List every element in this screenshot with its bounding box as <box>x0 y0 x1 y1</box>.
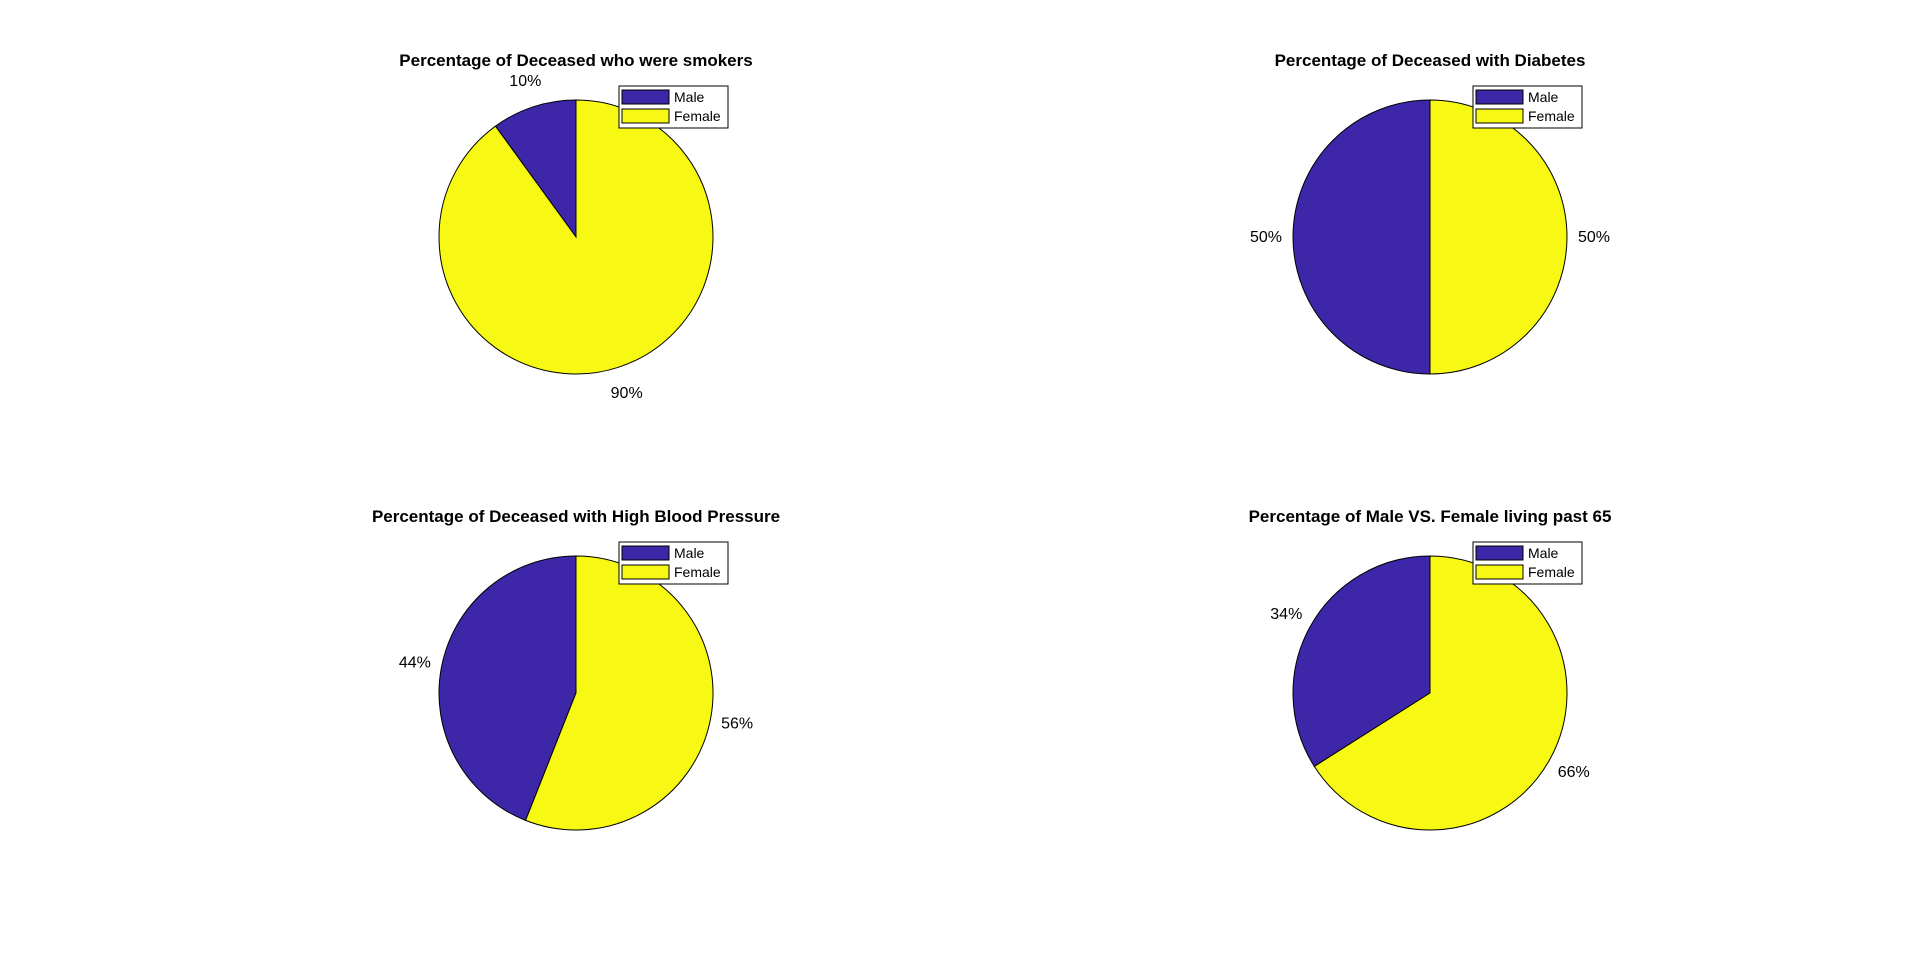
pie-chart-4: Percentage of Male VS. Female living pas… <box>1249 507 1612 831</box>
slice-label-female: 66% <box>1558 764 1590 781</box>
chart-title: Percentage of Deceased with High Blood P… <box>372 507 780 526</box>
legend-swatch-female <box>621 564 670 580</box>
legend-swatch-female <box>621 108 670 124</box>
chart-title: Percentage of Deceased with Diabetes <box>1275 51 1586 70</box>
legend-swatch-male <box>621 89 670 105</box>
legend-swatch-male <box>1475 545 1524 561</box>
pie-slice-female <box>438 99 714 375</box>
slice-label-female: 56% <box>721 716 753 733</box>
legend-label-female: Female <box>1528 108 1575 124</box>
slice-label-male: 34% <box>1270 606 1302 623</box>
legend-label-male: Male <box>674 89 705 105</box>
legend: Male Female <box>618 85 729 129</box>
pie-slice-male <box>1292 555 1431 768</box>
chart-title: Percentage of Deceased who were smokers <box>399 51 752 70</box>
chart-title: Percentage of Male VS. Female living pas… <box>1249 507 1612 526</box>
legend-label-female: Female <box>1528 564 1575 580</box>
legend-swatch-female <box>1475 108 1524 124</box>
slice-label-male: 44% <box>399 654 431 671</box>
legend-swatch-female <box>1475 564 1524 580</box>
slice-label-female: 50% <box>1578 229 1610 246</box>
legend-label-female: Female <box>674 108 721 124</box>
legend: Male Female <box>1472 85 1583 129</box>
pie-slice-male <box>1292 99 1431 375</box>
slice-label-male: 50% <box>1250 229 1282 246</box>
legend-label-male: Male <box>674 545 705 561</box>
pie-slice-male <box>438 555 577 822</box>
legend: Male Female <box>618 541 729 585</box>
legend-label-male: Male <box>1528 89 1559 105</box>
slice-label-female: 90% <box>611 385 643 402</box>
pie-slice-male <box>494 99 577 239</box>
legend-swatch-male <box>621 545 670 561</box>
pie-slice-female <box>1429 99 1568 375</box>
pie-chart-3: Percentage of Deceased with High Blood P… <box>372 507 780 831</box>
legend: Male Female <box>1472 541 1583 585</box>
slice-label-male: 10% <box>509 73 541 90</box>
legend-label-female: Female <box>674 564 721 580</box>
pie-chart-1: Percentage of Deceased who were smokers 1… <box>399 51 752 402</box>
legend-label-male: Male <box>1528 545 1559 561</box>
pie-chart-2: Percentage of Deceased with Diabetes 50% 5… <box>1250 51 1610 375</box>
legend-swatch-male <box>1475 89 1524 105</box>
